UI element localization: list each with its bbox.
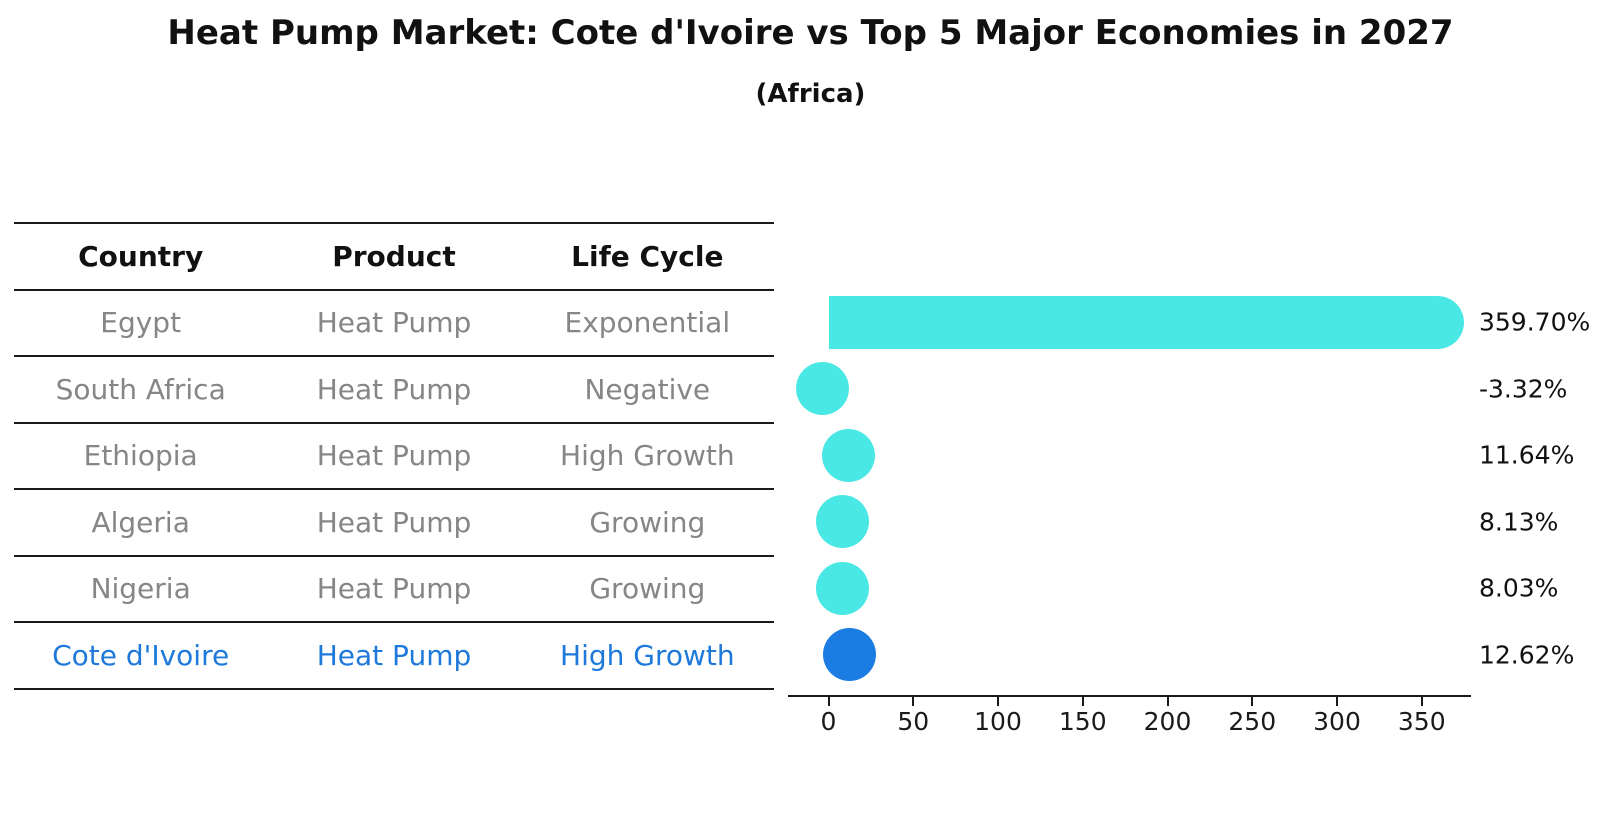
x-axis-tick <box>827 697 830 706</box>
table-row-algeria: Algeria Heat Pump Growing <box>14 488 774 555</box>
cell-product: Heat Pump <box>316 439 472 473</box>
cell-life-cycle: Negative <box>584 372 711 406</box>
x-axis-tick-label: 250 <box>1228 707 1277 736</box>
x-axis-tick <box>1166 697 1169 706</box>
chart-title: Heat Pump Market: Cote d'Ivoire vs Top 5… <box>167 13 1454 53</box>
x-axis-tick-label: 0 <box>820 707 837 736</box>
cell-country: Egypt <box>100 306 182 340</box>
x-axis-tick <box>1336 697 1338 706</box>
x-axis-tick <box>1251 697 1254 706</box>
value-label-south-africa: -3.32% <box>1479 374 1568 403</box>
value-label-algeria: 8.13% <box>1479 507 1559 536</box>
cell-country: Cote d'Ivoire <box>52 638 230 672</box>
summary-table: Country Product Life Cycle Egypt Heat Pu… <box>14 222 774 690</box>
cell-life-cycle: Growing <box>589 572 706 606</box>
cell-life-cycle: Growing <box>589 505 706 539</box>
bar-cote-divoire <box>823 628 877 681</box>
cell-country: Algeria <box>91 505 190 539</box>
chart-subtitle: (Africa) <box>755 79 866 109</box>
cell-country: Ethiopia <box>83 439 198 473</box>
cell-product: Heat Pump <box>316 572 472 606</box>
x-axis-tick <box>1081 697 1084 706</box>
cell-life-cycle: High Growth <box>560 638 735 672</box>
column-header-country: Country <box>78 239 204 273</box>
x-axis-line <box>788 695 1471 697</box>
bar-ethiopia <box>821 428 875 482</box>
value-label-nigeria: 8.03% <box>1479 573 1559 603</box>
column-header-life-cycle: Life Cycle <box>571 239 724 273</box>
value-label-egypt: 359.70% <box>1479 307 1591 337</box>
table-header-row: Country Product Life Cycle <box>14 222 774 289</box>
x-axis-tick <box>997 697 999 706</box>
value-label-ethiopia: 11.64% <box>1479 440 1575 470</box>
x-axis-tick-label: 300 <box>1313 707 1361 736</box>
cell-product: Heat Pump <box>316 638 472 672</box>
column-header-product: Product <box>332 239 456 273</box>
bar-egypt <box>828 295 1465 349</box>
cell-country: South Africa <box>55 372 226 406</box>
table-row-south-africa: South Africa Heat Pump Negative <box>14 355 774 422</box>
table-row-ethiopia: Ethiopia Heat Pump High Growth <box>14 421 774 489</box>
x-axis-tick-label: 150 <box>1058 707 1107 736</box>
table-row-cote-divoire: Cote d'Ivoire Heat Pump High Growth <box>14 621 774 688</box>
cell-life-cycle: Exponential <box>564 306 731 340</box>
bar-nigeria <box>815 561 869 615</box>
value-label-cote-divoire: 12.62% <box>1479 640 1575 669</box>
table-row-egypt: Egypt Heat Pump Exponential <box>14 288 774 356</box>
x-axis-tick-label: 50 <box>897 707 930 736</box>
cell-country: Nigeria <box>90 572 191 606</box>
cell-life-cycle: High Growth <box>560 439 735 473</box>
cell-product: Heat Pump <box>316 372 472 406</box>
x-axis-tick-label: 100 <box>974 707 1022 736</box>
cell-product: Heat Pump <box>316 306 472 340</box>
x-axis-tick <box>912 697 915 706</box>
bar-south-africa <box>796 362 850 415</box>
x-axis-tick <box>1420 697 1423 706</box>
x-axis-tick-label: 200 <box>1143 707 1192 736</box>
x-axis-tick-label: 350 <box>1397 707 1446 736</box>
bar-algeria <box>815 495 869 548</box>
table-row-nigeria: Nigeria Heat Pump Growing <box>14 554 774 622</box>
cell-product: Heat Pump <box>316 505 472 539</box>
